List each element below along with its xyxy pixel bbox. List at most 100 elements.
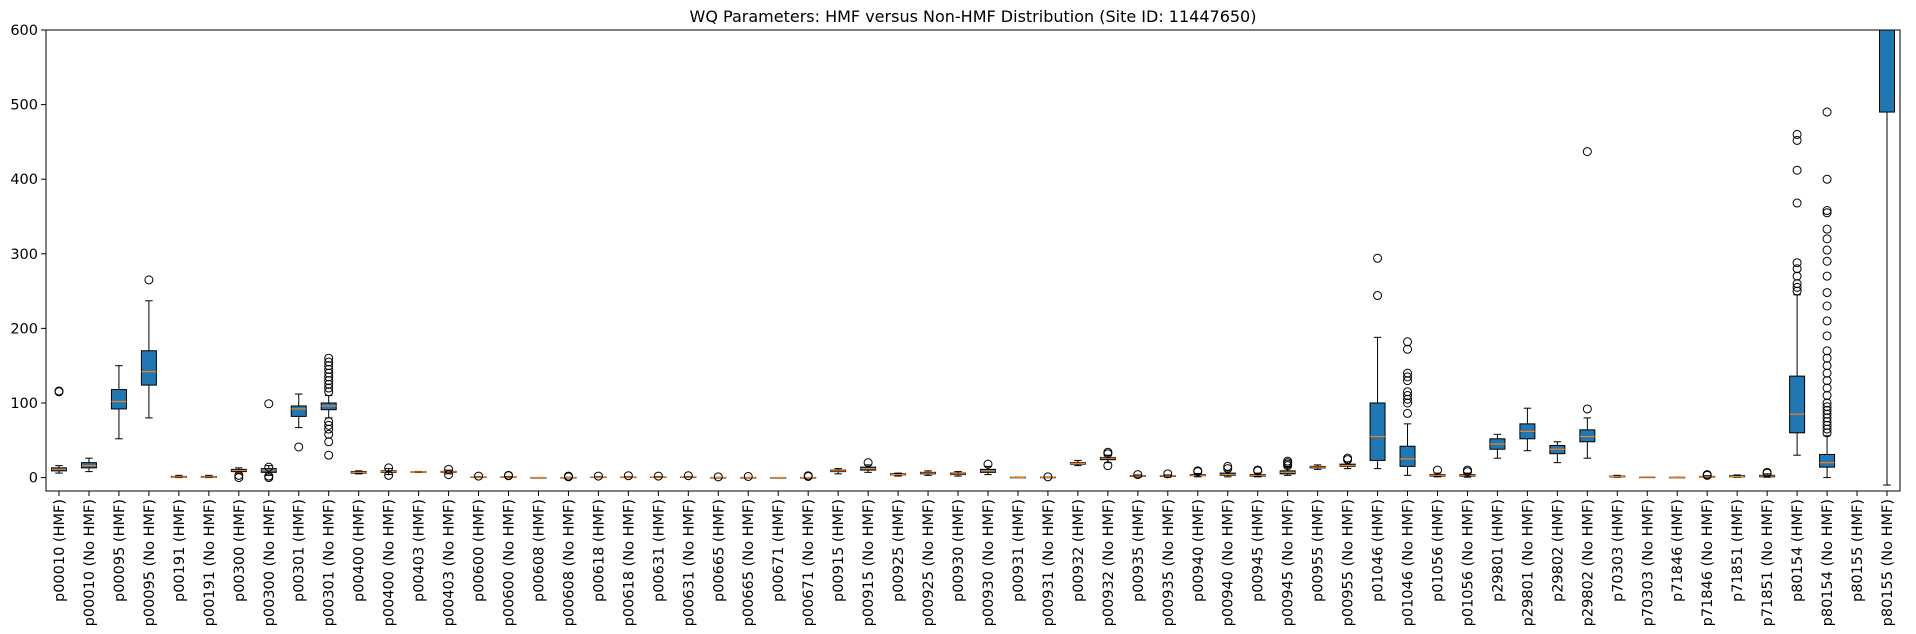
- flier: [1792, 271, 1802, 281]
- flier: [324, 429, 334, 439]
- y-tick-label: 400: [10, 172, 38, 188]
- flier: [1403, 391, 1413, 401]
- x-tick-label: p29801 (No HMF): [1520, 499, 1536, 626]
- x-tick-label: p00608 (HMF): [531, 499, 547, 602]
- x-tick-label: p00010 (No HMF): [82, 499, 98, 626]
- flier: [1223, 461, 1233, 471]
- x-tick-label: p80155 (HMF): [1850, 499, 1866, 602]
- flier: [324, 424, 334, 434]
- x-tick-label: p00930 (HMF): [951, 499, 967, 602]
- flier: [1163, 469, 1173, 479]
- flier: [234, 470, 244, 480]
- x-tick-label: p00925 (No HMF): [921, 499, 937, 626]
- box: [1819, 453, 1836, 468]
- x-tick-label: p80154 (No HMF): [1820, 499, 1836, 626]
- flier: [1103, 461, 1113, 471]
- flier: [1822, 413, 1832, 423]
- flier: [444, 470, 454, 480]
- flier: [1792, 282, 1802, 292]
- x-tick-label: p71846 (No HMF): [1700, 499, 1716, 626]
- flier: [713, 472, 723, 482]
- x-tick-label: p00600 (HMF): [472, 499, 488, 602]
- flier: [1822, 402, 1832, 412]
- flier: [1822, 174, 1832, 184]
- box: [290, 405, 307, 417]
- flier: [1822, 368, 1832, 378]
- flier: [1822, 316, 1832, 326]
- x-tick-label: p00665 (HMF): [711, 499, 727, 602]
- flier: [1822, 245, 1832, 255]
- flier: [324, 437, 334, 447]
- flier: [1762, 467, 1772, 477]
- x-tick-label: p00010 (HMF): [52, 499, 68, 602]
- x-tick-label: p00403 (No HMF): [442, 499, 458, 626]
- flier: [1792, 129, 1802, 139]
- box: [1399, 445, 1416, 467]
- flier: [1792, 279, 1802, 289]
- y-tick-label: 300: [10, 247, 38, 263]
- x-tick-label: p00300 (No HMF): [262, 499, 278, 626]
- x-tick-label: p71846 (HMF): [1670, 499, 1686, 602]
- flier: [324, 379, 334, 389]
- flier: [743, 471, 753, 481]
- x-tick-label: p00915 (No HMF): [861, 499, 877, 626]
- y-tick-label: 500: [10, 98, 38, 114]
- flier: [1822, 256, 1832, 266]
- flier: [1822, 271, 1832, 281]
- x-tick-label: p80155 (No HMF): [1880, 499, 1896, 626]
- flier: [324, 372, 334, 382]
- flier: [324, 376, 334, 386]
- x-tick-label: p00665 (No HMF): [741, 499, 757, 626]
- flier: [1403, 337, 1413, 347]
- x-tick-label: p01056 (No HMF): [1460, 499, 1476, 626]
- flier: [324, 353, 334, 363]
- flier: [1103, 447, 1113, 457]
- x-tick-label: p01046 (HMF): [1371, 499, 1387, 602]
- flier: [54, 386, 64, 396]
- flier: [1822, 346, 1832, 356]
- x-tick-label: p00940 (No HMF): [1221, 499, 1237, 626]
- y-tick-label: 0: [29, 471, 38, 487]
- x-tick-label: p00400 (HMF): [352, 499, 368, 602]
- box: [140, 350, 157, 386]
- flier: [1822, 107, 1832, 117]
- flier: [1133, 470, 1143, 480]
- x-tick-label: p00301 (No HMF): [322, 499, 338, 626]
- x-tick-label: p80154 (HMF): [1790, 499, 1806, 602]
- x-tick-label: p00301 (HMF): [292, 499, 308, 602]
- flier: [1822, 234, 1832, 244]
- x-tick-label: p00925 (HMF): [891, 499, 907, 602]
- flier: [1193, 466, 1203, 476]
- chart-title: WQ Parameters: HMF versus Non-HMF Distri…: [690, 7, 1257, 26]
- flier: [1822, 405, 1832, 415]
- x-tick-label: p00671 (No HMF): [801, 499, 817, 626]
- x-tick-label: p00618 (No HMF): [621, 499, 637, 626]
- x-tick-label: p00191 (No HMF): [202, 499, 218, 626]
- flier: [1822, 398, 1832, 408]
- flier: [563, 471, 573, 481]
- flier: [234, 473, 244, 483]
- flier: [1403, 372, 1413, 382]
- flier: [474, 471, 484, 481]
- x-tick-label: p00631 (No HMF): [681, 499, 697, 626]
- flier: [384, 463, 394, 473]
- flier: [1283, 456, 1293, 466]
- x-tick-label: p70303 (HMF): [1610, 499, 1626, 602]
- x-tick-label: p00931 (No HMF): [1041, 499, 1057, 626]
- flier: [683, 471, 693, 481]
- flier: [1403, 394, 1413, 404]
- flier: [1043, 472, 1053, 482]
- flier: [1822, 361, 1832, 371]
- flier: [324, 383, 334, 393]
- x-tick-label: p00671 (HMF): [771, 499, 787, 602]
- flier: [264, 399, 274, 409]
- x-tick-label: p00915 (HMF): [831, 499, 847, 602]
- flier: [593, 471, 603, 481]
- x-tick-label: p71851 (HMF): [1730, 499, 1746, 602]
- flier: [1702, 470, 1712, 480]
- x-tick-label: p00618 (HMF): [591, 499, 607, 602]
- flier: [1792, 258, 1802, 268]
- flier: [1792, 286, 1802, 296]
- flier: [144, 275, 154, 285]
- flier: [1822, 224, 1832, 234]
